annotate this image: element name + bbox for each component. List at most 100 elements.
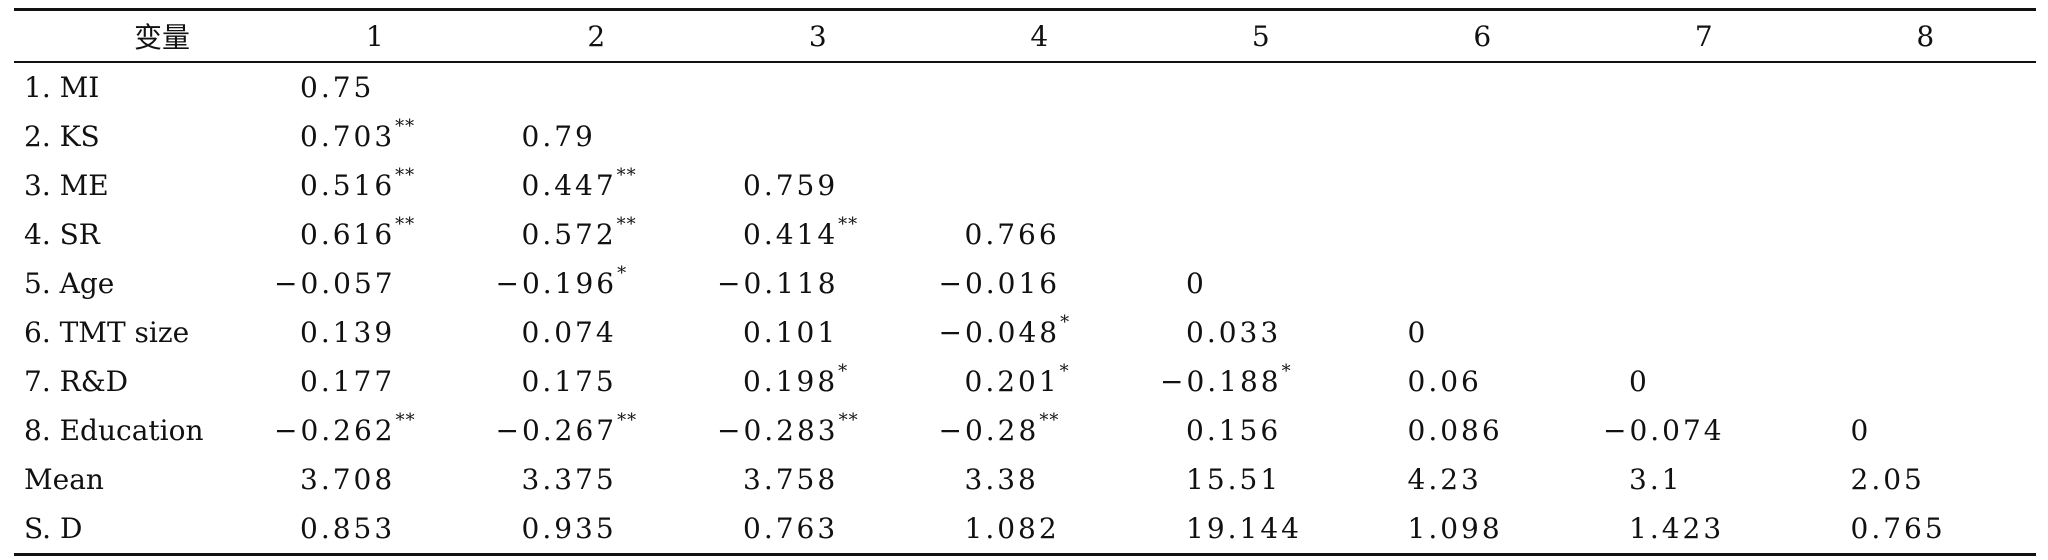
table-cell: 0.765 bbox=[1815, 504, 2037, 555]
cell-value: 0.177 bbox=[300, 365, 396, 398]
significance-marker: ** bbox=[395, 214, 416, 235]
cell-value: 0.06 bbox=[1407, 365, 1482, 398]
table-cell: −0.267** bbox=[486, 406, 708, 455]
table-cell bbox=[1593, 112, 1815, 161]
cell-value: −0.074 bbox=[1603, 414, 1725, 447]
table-cell: 15.51 bbox=[1150, 455, 1372, 504]
table-cell bbox=[486, 62, 708, 112]
table-cell: 0.703** bbox=[264, 112, 486, 161]
table-row: 1. MI 0.75 bbox=[14, 62, 2036, 112]
cell-value: 0.616 bbox=[300, 218, 396, 251]
table-cell: −0.057 bbox=[264, 259, 486, 308]
table-cell: −0.118 bbox=[707, 259, 929, 308]
table-cell: 0 bbox=[1593, 357, 1815, 406]
table-cell: 0.086 bbox=[1372, 406, 1594, 455]
table-row: 5. Age −0.057 −0.196* −0.118 −0.016 0 bbox=[14, 259, 2036, 308]
table-cell bbox=[1815, 259, 2037, 308]
significance-marker: ** bbox=[617, 410, 638, 431]
cell-value: 4.23 bbox=[1407, 463, 1482, 496]
cell-value: 3.758 bbox=[743, 463, 839, 496]
table-row: 7. R&D 0.177 0.175 0.198* 0.201* −0.188* 0.06 0 bbox=[14, 357, 2036, 406]
table-cell: 0.516** bbox=[264, 161, 486, 210]
cell-value: 2.05 bbox=[1850, 463, 1925, 496]
table-cell: 2.05 bbox=[1815, 455, 2037, 504]
cell-value: 0.447 bbox=[521, 169, 617, 202]
table-cell: 0.033 bbox=[1150, 308, 1372, 357]
row-label: 5. Age bbox=[24, 267, 115, 300]
significance-marker: ** bbox=[395, 165, 416, 186]
row-label: 4. SR bbox=[24, 218, 100, 251]
table-cell bbox=[1815, 62, 2037, 112]
row-label: 2. KS bbox=[24, 120, 100, 153]
significance-marker: ** bbox=[616, 214, 637, 235]
cell-value: 0.766 bbox=[964, 218, 1060, 251]
table-cell bbox=[1815, 210, 2037, 259]
cell-value: −0.048 bbox=[938, 316, 1061, 349]
table-cell bbox=[929, 62, 1151, 112]
table-cell: 0.156 bbox=[1150, 406, 1372, 455]
table-cell bbox=[1815, 161, 2037, 210]
header-col-4: 4 bbox=[1030, 19, 1049, 53]
significance-marker: ** bbox=[838, 410, 859, 431]
cell-value: 0.703 bbox=[300, 120, 396, 153]
cell-value: 1.423 bbox=[1629, 512, 1725, 545]
significance-marker: * bbox=[1059, 361, 1070, 382]
table-cell: 0.139 bbox=[264, 308, 486, 357]
table-cell bbox=[1150, 62, 1372, 112]
table-cell: 0.06 bbox=[1372, 357, 1594, 406]
row-label: 8. Education bbox=[24, 414, 204, 447]
table-cell bbox=[1372, 259, 1594, 308]
cell-value: 0 bbox=[1629, 365, 1650, 398]
cell-value: 0 bbox=[1850, 414, 1872, 447]
row-label: 3. ME bbox=[24, 169, 109, 202]
cell-value: 0 bbox=[1407, 316, 1429, 349]
significance-marker: ** bbox=[616, 165, 637, 186]
table-row: 4. SR 0.616** 0.572** 0.414** 0.766 bbox=[14, 210, 2036, 259]
table-cell: 0.447** bbox=[486, 161, 708, 210]
cell-value: 0.033 bbox=[1186, 316, 1282, 349]
table-cell bbox=[1150, 161, 1372, 210]
table-cell: 0.414** bbox=[707, 210, 929, 259]
table-cell: −0.262** bbox=[264, 406, 486, 455]
header-col-2: 2 bbox=[587, 19, 606, 53]
row-label: 1. MI bbox=[24, 71, 100, 104]
table-cell: 0 bbox=[1150, 259, 1372, 308]
table-cell: 0.935 bbox=[486, 504, 708, 555]
table-cell: −0.28** bbox=[929, 406, 1151, 455]
table-cell: 3.708 bbox=[264, 455, 486, 504]
significance-marker: ** bbox=[395, 410, 416, 431]
significance-marker: * bbox=[617, 263, 628, 284]
cell-value: 0.139 bbox=[300, 316, 396, 349]
table-cell bbox=[929, 112, 1151, 161]
cell-value: 3.375 bbox=[521, 463, 617, 496]
cell-value: 0.759 bbox=[743, 169, 839, 202]
table-cell: 1.098 bbox=[1372, 504, 1594, 555]
table-cell bbox=[1593, 210, 1815, 259]
header-col-6: 6 bbox=[1473, 19, 1492, 53]
cell-value: −0.262 bbox=[274, 414, 396, 447]
significance-marker: * bbox=[1281, 361, 1292, 382]
cell-value: 0 bbox=[1186, 267, 1207, 300]
table-cell: 0.572** bbox=[486, 210, 708, 259]
table-cell bbox=[1372, 210, 1594, 259]
table-cell bbox=[929, 161, 1151, 210]
table-cell: 1.082 bbox=[929, 504, 1151, 555]
cell-value: −0.016 bbox=[938, 267, 1061, 300]
table-cell: −0.188* bbox=[1150, 357, 1372, 406]
table-cell: 19.144 bbox=[1150, 504, 1372, 555]
table-cell: 0.763 bbox=[707, 504, 929, 555]
cell-value: 0.201 bbox=[964, 365, 1060, 398]
cell-value: 0.516 bbox=[300, 169, 396, 202]
table-row: S. D 0.853 0.935 0.763 1.082 19.144 1.098 1.423… bbox=[14, 504, 2036, 555]
table-cell: 0.766 bbox=[929, 210, 1151, 259]
table-cell: 0.177 bbox=[264, 357, 486, 406]
row-label: Mean bbox=[24, 463, 104, 496]
table-cell bbox=[1593, 62, 1815, 112]
table-cell bbox=[1593, 308, 1815, 357]
table-cell: 3.1 bbox=[1593, 455, 1815, 504]
header-col-1: 1 bbox=[365, 19, 384, 53]
table-cell: −0.048* bbox=[929, 308, 1151, 357]
table-cell: −0.196* bbox=[486, 259, 708, 308]
cell-value: 3.38 bbox=[964, 463, 1039, 496]
table-cell: 0 bbox=[1372, 308, 1594, 357]
